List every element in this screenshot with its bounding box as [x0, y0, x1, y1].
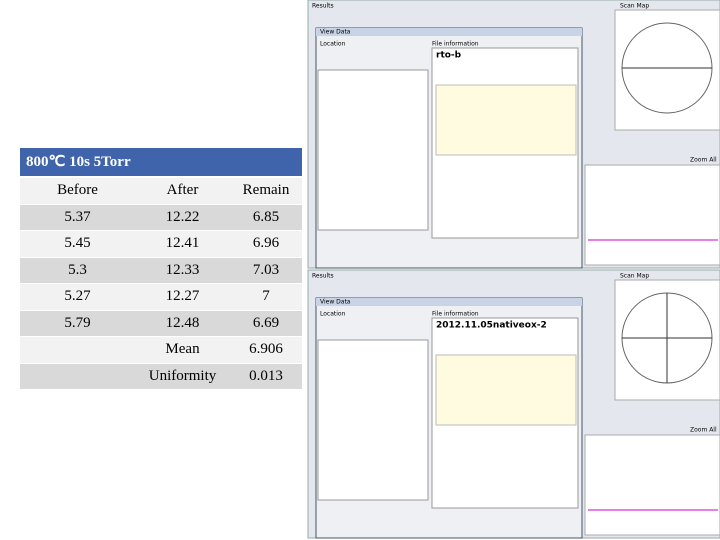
location-label: Location: [320, 311, 346, 318]
data-grid: [435, 354, 577, 426]
table-cell: After: [135, 178, 230, 205]
dialog-titlebar: [316, 298, 582, 306]
table-cell: 12.27: [135, 284, 230, 311]
table-cell: 0.013: [230, 363, 302, 390]
plot: [584, 164, 720, 266]
file-list: [317, 339, 429, 501]
table-cell: 7: [230, 284, 302, 311]
file-name: rto-b: [436, 51, 462, 61]
scan-map-title: Scan Map: [620, 3, 649, 10]
scan-map-title: Scan Map: [620, 273, 649, 280]
panel-title: Results: [312, 273, 334, 280]
info-label: File information: [432, 311, 479, 318]
plot: [584, 434, 720, 536]
table-cell: 5.79: [20, 310, 135, 337]
table-cell: Uniformity: [135, 363, 230, 390]
file-list: [317, 69, 429, 231]
table-cell: [20, 363, 135, 390]
table-cell: 5.45: [20, 231, 135, 258]
file-name: 2012.11.05nativeox-2: [436, 321, 547, 331]
table-cell: 5.27: [20, 284, 135, 311]
table-cell: 5.37: [20, 204, 135, 231]
table-cell: 7.03: [230, 257, 302, 284]
table-cell: 12.33: [135, 257, 230, 284]
data-grid: [435, 84, 577, 156]
dialog-titlebar: [316, 28, 582, 36]
table-title: 800℃ 10s 5Torr: [20, 148, 302, 176]
table-cell: 12.48: [135, 310, 230, 337]
table-cell: 12.22: [135, 204, 230, 231]
table-cell: Before: [20, 178, 135, 205]
table-cell: 6.85: [230, 204, 302, 231]
zoom-button: Zoom All: [690, 157, 717, 164]
table-cell: 6.69: [230, 310, 302, 337]
table-cell: 6.96: [230, 231, 302, 258]
dialog-title: View Data: [320, 29, 351, 36]
info-label: File information: [432, 41, 479, 48]
table-cell: Mean: [135, 337, 230, 364]
table-cell: 12.41: [135, 231, 230, 258]
location-label: Location: [320, 41, 346, 48]
dialog-title: View Data: [320, 299, 351, 306]
table-cell: 6.906: [230, 337, 302, 364]
zoom-button: Zoom All: [690, 427, 717, 434]
table-cell: [20, 337, 135, 364]
panel-title: Results: [312, 3, 334, 10]
table-cell: Remain: [230, 178, 302, 205]
table-cell: 5.3: [20, 257, 135, 284]
scan-map: [614, 9, 720, 131]
